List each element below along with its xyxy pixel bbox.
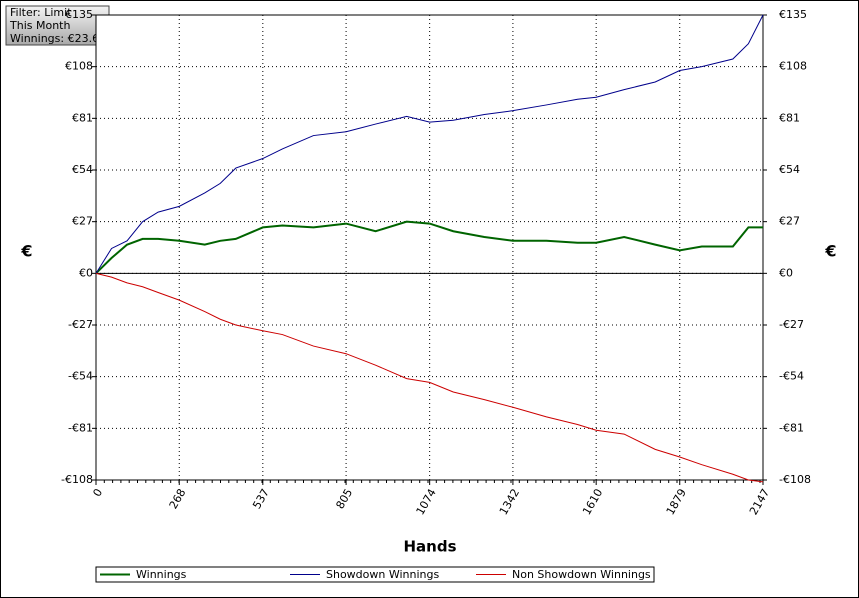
y-tick-label: -€108: [61, 473, 93, 486]
y-tick-label: -€54: [68, 370, 93, 383]
filter-text: Winnings: €23.63: [10, 32, 106, 45]
y2-tick-label: -€108: [779, 473, 811, 486]
y-tick-label: €108: [65, 60, 93, 73]
legend-label: Winnings: [136, 568, 187, 581]
y-tick-label: €54: [72, 163, 93, 176]
series-line: [95, 14, 764, 274]
y2-tick-label: €27: [779, 215, 800, 228]
series-line: [95, 220, 763, 275]
filter-text: This Month: [9, 19, 70, 32]
filter-text: Filter: Limit: [10, 6, 72, 19]
y-axis-title: €: [20, 242, 32, 261]
y2-tick-label: -€54: [779, 370, 804, 383]
y2-tick-label: €54: [779, 163, 800, 176]
y-tick-label: €0: [79, 266, 93, 279]
y2-tick-label: €81: [779, 111, 800, 124]
y2-tick-label: -€27: [779, 318, 804, 331]
x-axis-title: Hands: [403, 538, 456, 556]
legend-label: Non Showdown Winnings: [512, 568, 651, 581]
y2-tick-label: -€81: [779, 421, 804, 434]
y-tick-label: -€81: [68, 421, 93, 434]
y-tick-label: €81: [72, 111, 93, 124]
y2-axis-title: €: [824, 242, 836, 261]
legend: [95, 566, 655, 583]
y-tick-label: -€27: [68, 318, 93, 331]
y2-tick-label: €108: [779, 60, 807, 73]
filter-box: [5, 5, 110, 46]
series-line: [95, 272, 764, 483]
y-tick-label: €135: [65, 8, 93, 21]
legend-label: Showdown Winnings: [326, 568, 440, 581]
y2-tick-label: €0: [779, 266, 793, 279]
y-tick-label: €27: [72, 215, 93, 228]
y2-tick-label: €135: [779, 8, 807, 21]
